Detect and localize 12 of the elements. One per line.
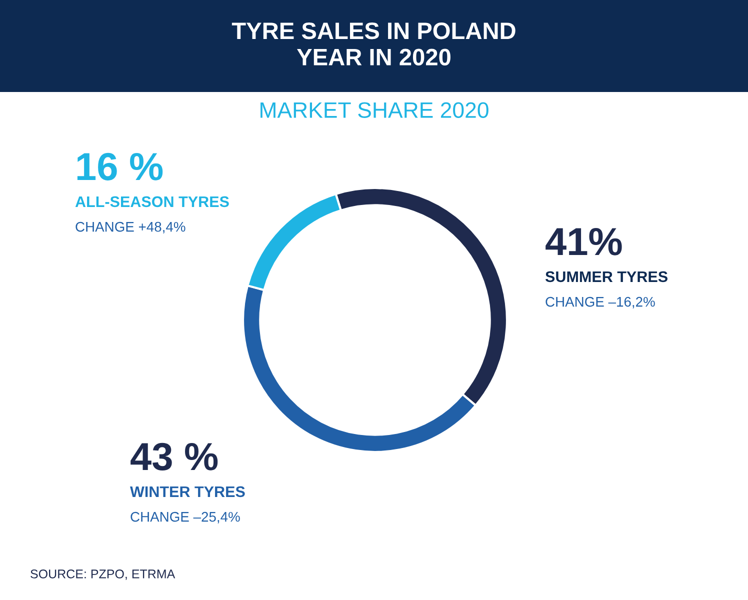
chart-title: TYRE SALES IN POLAND YEAR IN 2020	[232, 22, 516, 66]
text: CHANGE –16,2%	[546, 296, 655, 308]
text: CHANGE –25,4%	[130, 512, 240, 524]
data-label: 41%	[546, 228, 622, 256]
source-note: SOURCE: PZPO, ETRMA	[30, 570, 176, 580]
slice-label: ALL-SEASON TYRES	[75, 196, 229, 208]
text: CHANGE +48,4%	[76, 222, 186, 234]
slice-label: SUMMER TYRES	[545, 271, 668, 282]
data-label: 16 %	[77, 152, 163, 180]
chart-subtitle: MARKET SHARE 2020	[260, 102, 488, 118]
slice-label: WINTER TYRES	[130, 486, 245, 498]
data-label: 43 %	[130, 442, 218, 470]
